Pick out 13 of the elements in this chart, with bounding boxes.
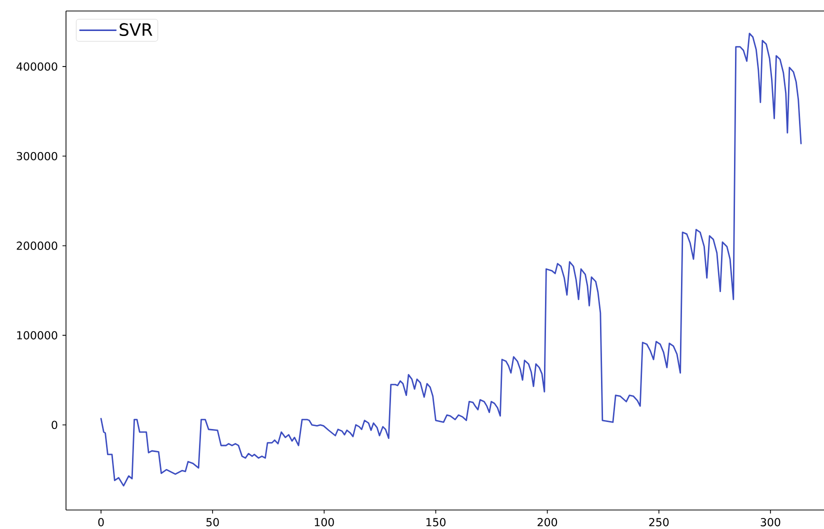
y-tick-label: 100000 — [17, 331, 58, 340]
y-tick-label: 300000 — [16, 152, 58, 160]
x-tick-label: 0 — [98, 518, 104, 526]
x-tick-label: 100 — [314, 518, 334, 526]
legend-label: SVR — [120, 23, 152, 36]
x-tick-label: 300 — [760, 518, 780, 526]
y-tick-label: 200000 — [16, 242, 58, 250]
x-tick-label: 250 — [649, 518, 669, 526]
x-tick-label: 50 — [206, 518, 219, 526]
y-tick-label: 0 — [52, 420, 58, 430]
x-tick-label: 150 — [426, 518, 446, 526]
x-tick-label: 200 — [538, 518, 558, 526]
y-tick-label: 400000 — [16, 62, 58, 71]
